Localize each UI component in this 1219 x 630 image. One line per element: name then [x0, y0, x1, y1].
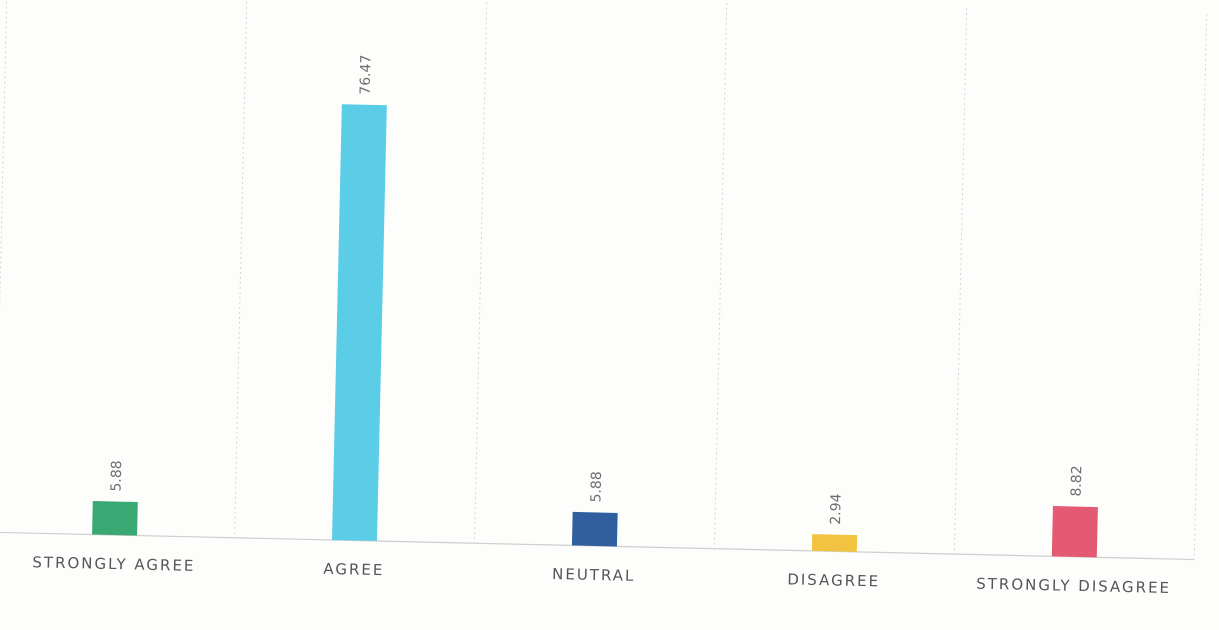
bar-neutral: [571, 511, 618, 547]
gridline: [0, 0, 8, 533]
bar-strongly-disagree: [1051, 506, 1098, 558]
value-labels: 5.88 76.47 5.88 2.94 8.82: [109, 54, 1086, 525]
value-label: 2.94: [828, 493, 845, 525]
bar-disagree: [811, 534, 858, 552]
category-label: DISAGREE: [787, 570, 880, 590]
category-labels: STRONGLY AGREE AGREE NEUTRAL DISAGREE STRONG…: [32, 553, 1171, 597]
category-label: NEUTRAL: [552, 565, 636, 585]
value-label: 8.82: [1069, 465, 1086, 497]
value-label: 5.88: [109, 460, 126, 492]
gridline: [953, 8, 968, 555]
chart-plot: 5.88 76.47 5.88 2.94 8.82 STRONGLY AGREE AGRE…: [0, 0, 1208, 597]
category-label: STRONGLY AGREE: [32, 553, 195, 575]
gridline: [1193, 13, 1208, 560]
bar-agree: [331, 104, 387, 542]
gridline: [473, 0, 488, 544]
value-label: 5.88: [588, 471, 605, 503]
category-gridlines: [0, 0, 1208, 560]
category-label: STRONGLY DISAGREE: [976, 575, 1171, 597]
bars: [92, 104, 1098, 558]
category-label: AGREE: [323, 560, 384, 579]
value-label: 76.47: [358, 54, 375, 94]
gridline: [713, 2, 728, 549]
gridline: [234, 0, 248, 538]
bar-strongly-agree: [92, 501, 138, 536]
